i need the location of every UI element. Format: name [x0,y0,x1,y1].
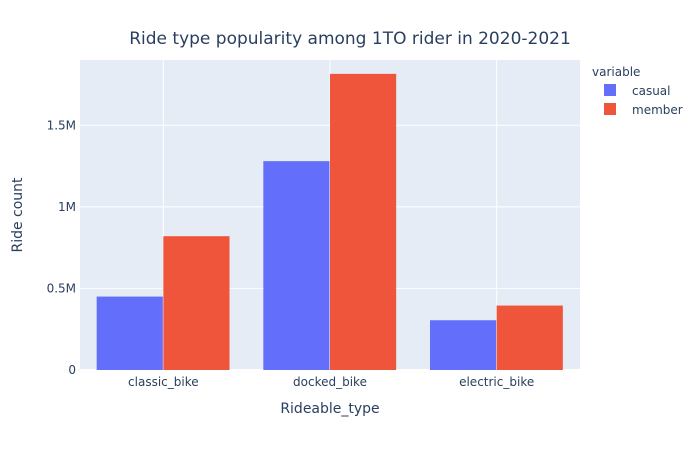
y-tick-label: 0.5M [47,281,76,295]
x-axis-title: Rideable_type [280,401,379,417]
legend-item-member[interactable]: member [604,103,683,117]
y-tick-label: 1M [58,200,76,214]
bar-member-docked_bike[interactable] [330,73,397,371]
bar-casual-docked_bike[interactable] [263,161,330,370]
bar-member-electric_bike[interactable] [496,305,563,370]
x-tick-label: classic_bike [128,375,199,389]
bar-member-classic_bike[interactable] [163,236,230,370]
x-tick-label: docked_bike [293,375,367,389]
x-tick-label: electric_bike [459,375,534,389]
legend: variable casual member [592,65,683,117]
legend-item-casual[interactable]: casual [604,84,671,98]
legend-items: casual member [604,84,683,117]
legend-label: member [632,103,683,117]
bar-casual-classic_bike[interactable] [96,296,163,370]
legend-swatch [604,103,616,115]
y-tick-label: 1.5M [47,118,76,132]
bar-casual-electric_bike[interactable] [430,320,497,370]
legend-title: variable [592,65,640,79]
chart-title: Ride type popularity among 1TO rider in … [129,29,571,49]
legend-swatch [604,84,616,96]
legend-label: casual [632,84,671,98]
y-axis-ticks: 0 0.5M 1M 1.5M [47,118,76,377]
bars [96,73,563,371]
x-axis-ticks: classic_bike docked_bike electric_bike [128,375,534,389]
y-tick-label: 0 [68,363,76,377]
y-axis-title: Ride count [10,177,26,253]
